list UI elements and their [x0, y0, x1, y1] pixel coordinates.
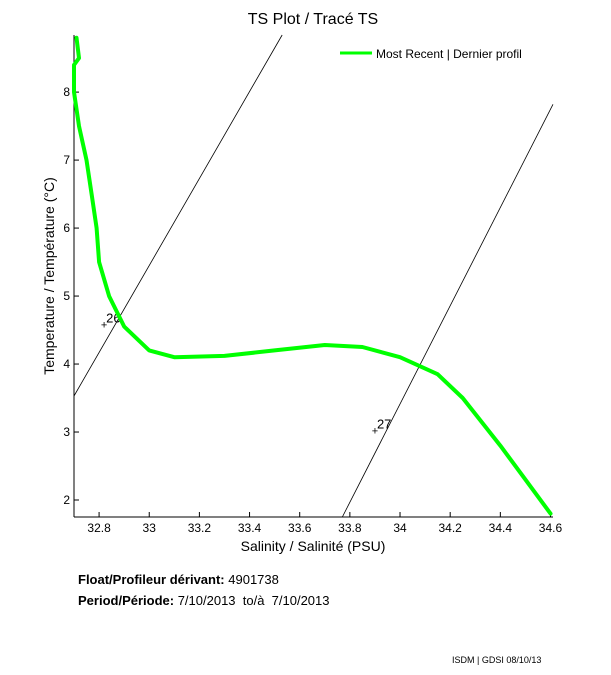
y-tick-label: 2: [63, 493, 70, 507]
x-tick-label: 33.2: [188, 521, 212, 535]
x-tick-label: 34.4: [489, 521, 513, 535]
y-tick-label: 8: [63, 85, 70, 99]
density-contour-label: 27: [377, 417, 391, 432]
legend: Most Recent | Dernier profil: [340, 47, 522, 61]
footer-credit: ISDM | GDSI 08/10/13: [452, 655, 542, 665]
period-info: Period/Période: 7/10/2013 to/à 7/10/2013: [78, 593, 330, 608]
x-tick-label: 34.2: [438, 521, 462, 535]
y-tick-label: 5: [63, 289, 70, 303]
float-info: Float/Profileur dérivant: 4901738: [78, 572, 279, 587]
float-id: 4901738: [228, 572, 279, 587]
legend-label: Most Recent | Dernier profil: [376, 47, 522, 61]
y-tick-label: 7: [63, 153, 70, 167]
float-label: Float/Profileur dérivant:: [78, 572, 225, 587]
y-tick-label: 3: [63, 425, 70, 439]
x-tick-label: 34: [393, 521, 407, 535]
x-tick-label: 33: [143, 521, 157, 535]
x-tick-label: 32.8: [87, 521, 111, 535]
y-tick-label: 6: [63, 221, 70, 235]
y-tick-label: 4: [63, 357, 70, 371]
y-axis-label: Temperature / Température (°C): [41, 177, 57, 375]
x-tick-label: 33.8: [338, 521, 362, 535]
x-tick-label: 33.4: [238, 521, 262, 535]
x-tick-label: 34.6: [539, 521, 563, 535]
density-contour-line: [341, 104, 554, 518]
density-contour-marker: +: [372, 426, 378, 438]
series-line-most-recent: [72, 35, 553, 516]
period-value: 7/10/2013 to/à 7/10/2013: [177, 593, 330, 608]
x-axis-label: Salinity / Salinité (PSU): [241, 538, 386, 554]
density-contour-line: [73, 34, 283, 397]
x-tick-label: 33.6: [288, 521, 312, 535]
density-contour-marker: +: [101, 320, 107, 332]
chart-title: TS Plot / Tracé TS: [248, 11, 378, 28]
period-label: Period/Période:: [78, 593, 175, 608]
